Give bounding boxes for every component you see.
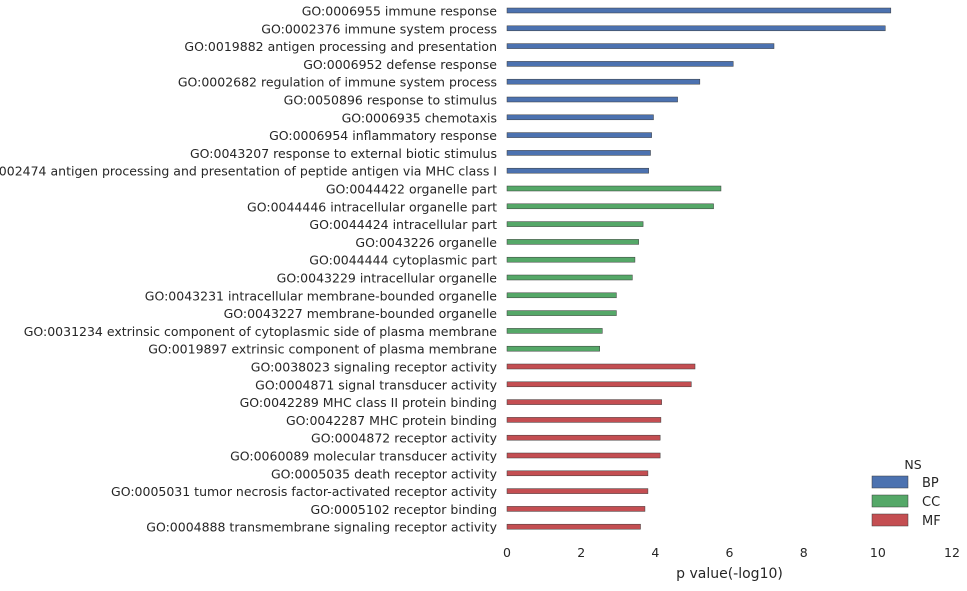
bar [506,221,644,227]
category-label: GO:0005102 receptor binding [311,502,497,517]
bar [506,417,662,423]
bar [506,523,641,530]
category-label: GO:0006935 chemotaxis [342,110,497,125]
bar [506,256,636,263]
bar [506,452,661,459]
x-tick-label: 12 [944,545,960,560]
bar [506,399,662,405]
category-label: GO:0044446 intracellular organelle part [247,199,497,214]
category-label: GO:0019897 extrinsic component of plasma… [148,342,497,357]
category-label: GO:0006955 immune response [302,4,498,19]
category-label: GO:0044422 organelle part [326,182,497,197]
legend-label: MF [922,514,941,529]
category-label: GO:0042289 MHC class II protein binding [240,395,497,410]
category-label: GO:0031234 extrinsic component of cytopl… [24,324,498,339]
category-label: GO:0038023 signaling receptor activity [251,360,498,375]
bar [506,61,734,67]
category-label: GO:0044444 cytoplasmic part [309,253,497,268]
x-tick-label: 6 [726,545,734,560]
category-label: GO:0042287 MHC protein binding [286,413,497,428]
category-label: GO:0043231 intracellular membrane-bounde… [145,288,498,303]
category-label: GO:0043226 organelle [355,235,497,250]
category-label: GO:0004872 receptor activity [311,431,498,446]
category-label: GO:0043229 intracellular organelle [277,271,498,286]
bar [506,310,617,316]
category-label: GO:0050896 response to stimulus [284,93,497,108]
x-tick-label: 10 [870,545,886,560]
legend-swatch [871,475,909,489]
category-label: GO:0004888 transmembrane signaling recep… [146,520,497,535]
category-label: GO:0002682 regulation of immune system p… [178,75,497,90]
x-axis-label: p value(-log10) [676,566,783,582]
bar [506,96,678,103]
bar [506,78,701,85]
x-tick-label: 8 [800,545,808,560]
category-label: GO:0019882 antigen processing and presen… [184,39,497,54]
bar [506,185,722,192]
bar [506,7,892,14]
bar [506,488,649,494]
bar [506,345,600,352]
bar [506,132,652,138]
bar [506,470,649,477]
bar [506,292,617,299]
category-label: GO:0043227 membrane-bounded organelle [224,306,498,321]
bar [506,274,633,281]
x-tick-label: 4 [651,545,659,560]
bar [506,363,696,370]
category-label: GO:0043207 response to external biotic s… [190,146,497,161]
category-label: GO:0005035 death receptor activity [271,466,498,481]
legend-label: CC [922,495,940,510]
category-label: GO:0044424 intracellular part [309,217,497,232]
category-label: GO:0004871 signal transducer activity [255,377,497,392]
bar [506,381,692,388]
bar [506,239,639,245]
bar [506,150,651,156]
legend-swatch [871,494,909,508]
bar [506,434,661,441]
category-label: GO:0006952 defense response [303,57,497,72]
bar [506,328,603,334]
category-label: GO:0005031 tumor necrosis factor-activat… [111,484,498,499]
category-label: GO:0002474 antigen processing and presen… [0,164,497,179]
bar [506,43,775,49]
bar [506,203,714,210]
bar [506,114,654,121]
legend-title: NS [904,457,921,472]
bar [506,506,646,512]
legend-swatch [871,513,909,527]
x-tick-label: 0 [503,545,511,560]
bar [506,167,649,174]
category-label: GO:0006954 inflammatory response [269,128,497,143]
bar [506,25,886,32]
category-label: GO:0002376 immune system process [261,21,497,36]
legend-label: BP [922,476,939,491]
x-tick-label: 2 [577,545,585,560]
category-label: GO:0060089 molecular transducer activity [230,449,498,464]
